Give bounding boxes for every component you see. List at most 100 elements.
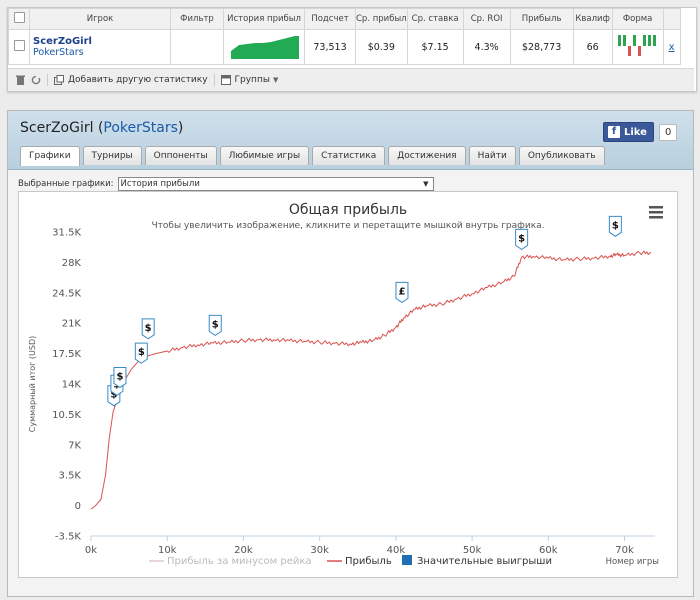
y-tick-label: 24.5K: [52, 288, 81, 299]
stats-table: Игрок Фильтр История прибыл Подсчет Ср. …: [8, 8, 681, 65]
tab-2[interactable]: Оппоненты: [144, 146, 217, 165]
profit-series-line: [90, 250, 652, 510]
groups-icon: [220, 75, 231, 85]
tab-7[interactable]: Опубликовать: [518, 146, 605, 165]
trash-icon: [16, 75, 25, 85]
marker-flag: [608, 215, 622, 237]
x-tick-label: 0k: [85, 545, 97, 556]
select-all-checkbox[interactable]: [13, 12, 25, 23]
x-tick-label: 30k: [310, 545, 329, 556]
marker-label: £: [398, 286, 405, 297]
player-panel: ScerZoGirl (PokerStars) f Like 0 Графики Т…: [7, 110, 694, 597]
big-win-marker[interactable]: $: [113, 366, 127, 389]
chart-subtitle: Чтобы увеличить изображение, кликните и …: [151, 221, 544, 231]
col-header-filter[interactable]: Фильтр: [170, 8, 224, 30]
big-win-marker[interactable]: $: [134, 342, 148, 364]
facebook-like-label: Like: [624, 126, 647, 138]
marker-label: $: [116, 371, 123, 382]
player-site-link[interactable]: PokerStars: [33, 47, 84, 58]
chevron-down-icon: ▼: [423, 180, 429, 188]
tab-5[interactable]: Достижения: [388, 146, 466, 165]
stats-table-panel: Игрок Фильтр История прибыл Подсчет Ср. …: [7, 7, 697, 92]
panel-title: ScerZoGirl (PokerStars): [20, 120, 183, 136]
col-header-avg-profit[interactable]: Ср. прибыл: [355, 8, 408, 30]
big-win-marker[interactable]: $: [515, 228, 529, 250]
col-header-history[interactable]: История прибыл: [223, 8, 305, 30]
chart-select[interactable]: История прибыли ▼: [117, 177, 434, 191]
toolbar-divider: [213, 74, 215, 86]
profit-history-sparkline[interactable]: [225, 31, 303, 61]
chart-container[interactable]: Общая прибыль Чтобы увеличить изображение…: [18, 191, 678, 578]
table-row: ScerZoGirl PokerStars 73,513 $0.39 $7.15…: [8, 29, 681, 65]
remove-cell[interactable]: x: [662, 29, 681, 65]
big-win-marker[interactable]: $: [608, 215, 622, 237]
panel-title-name: ScerZoGirl (: [20, 120, 104, 136]
chart-legend: Прибыль за минусом рейка Прибыль Значитель…: [149, 555, 552, 567]
remove-player-link[interactable]: x: [668, 41, 675, 53]
add-stat-label: Добавить другую статистику: [68, 75, 208, 85]
chart-menu-icon[interactable]: [649, 206, 663, 219]
col-header-avg-roi[interactable]: Ср. ROI: [462, 8, 511, 30]
sparkline-area: [231, 35, 299, 59]
form-bar-win: [622, 34, 626, 46]
menu-line: [649, 211, 663, 214]
legend-item-big-wins[interactable]: Значительные выигрыши: [417, 556, 552, 567]
facebook-like-button[interactable]: f Like: [603, 122, 654, 142]
tab-0[interactable]: Графики: [20, 146, 80, 166]
form-bar-win: [642, 34, 646, 46]
panel-title-site[interactable]: PokerStars: [103, 120, 178, 136]
marker-flag: [515, 228, 529, 250]
legend-item-net[interactable]: Прибыль за минусом рейка: [167, 556, 312, 567]
big-win-marker[interactable]: $: [208, 314, 222, 336]
legend-item-profit[interactable]: Прибыль: [345, 556, 392, 567]
legend-swatch-big-wins: [402, 555, 412, 565]
marker-label: $: [145, 323, 152, 334]
menu-line: [649, 216, 663, 219]
history-cell[interactable]: [223, 29, 305, 65]
menu-line: [649, 206, 663, 209]
form-bar-win: [617, 34, 621, 46]
y-tick-label: 10.5K: [52, 410, 81, 421]
avg-stake-cell: $7.15: [406, 29, 464, 65]
marker-label: $: [138, 347, 145, 358]
select-all-cell[interactable]: [8, 8, 30, 30]
col-header-count[interactable]: Подсчет: [304, 8, 356, 30]
form-bar-loss: [627, 45, 631, 56]
marker-label: $: [110, 390, 117, 401]
chart-title: Общая прибыль: [289, 202, 407, 218]
row-checkbox-cell[interactable]: [8, 29, 30, 65]
y-tick-label: 21K: [62, 319, 82, 330]
x-tick-label: 70k: [615, 545, 634, 556]
delete-button[interactable]: [16, 75, 25, 85]
big-win-marker[interactable]: $: [141, 318, 155, 340]
x-tick-label: 60k: [539, 545, 558, 556]
big-win-marker[interactable]: £: [395, 281, 409, 303]
facebook-like-count: 0: [658, 123, 678, 141]
col-header-form[interactable]: Форма: [611, 8, 664, 30]
add-stat-button[interactable]: Добавить другую статистику: [54, 75, 208, 85]
col-header-avg-stake[interactable]: Ср. ставка: [406, 8, 464, 30]
marker-flag: [395, 281, 409, 303]
refresh-button[interactable]: [31, 75, 41, 85]
col-header-qualify[interactable]: Квалиф: [572, 8, 613, 30]
groups-dropdown[interactable]: Группы ▼: [220, 75, 279, 85]
chart-select-row: Выбранные графики: История прибыли ▼: [18, 177, 434, 191]
player-name-link[interactable]: ScerZoGirl: [33, 36, 92, 47]
filter-cell: [170, 29, 224, 65]
player-cell: ScerZoGirl PokerStars: [29, 29, 171, 65]
y-tick-label: 28K: [62, 258, 82, 269]
col-header-profit[interactable]: Прибыль: [509, 8, 574, 30]
marker-label: $: [212, 319, 219, 330]
chevron-down-icon: ▼: [272, 76, 279, 84]
y-tick-label: 31.5K: [52, 228, 81, 239]
toolbar-divider: [47, 74, 48, 86]
form-cell: [611, 29, 664, 65]
tab-1[interactable]: Турниры: [82, 146, 142, 165]
tab-4[interactable]: Статистика: [312, 146, 386, 165]
tab-6[interactable]: Найти: [468, 146, 516, 165]
profit-chart[interactable]: Общая прибыль Чтобы увеличить изображение…: [19, 192, 677, 577]
table-toolbar: Добавить другую статистику Группы ▼: [8, 68, 694, 91]
tab-3[interactable]: Любимые игры: [219, 146, 310, 165]
row-checkbox[interactable]: [13, 40, 25, 51]
col-header-player[interactable]: Игрок: [29, 8, 171, 30]
